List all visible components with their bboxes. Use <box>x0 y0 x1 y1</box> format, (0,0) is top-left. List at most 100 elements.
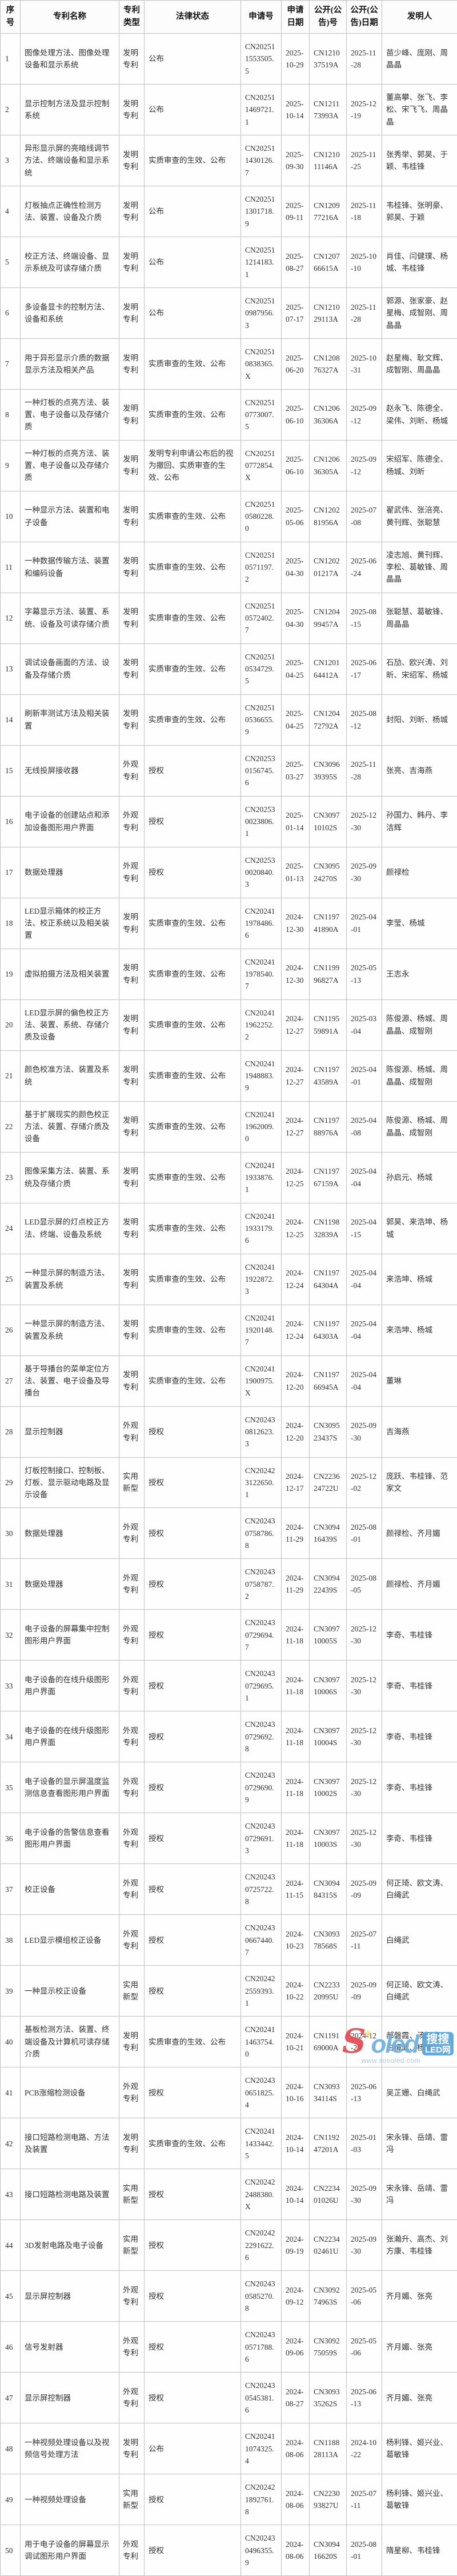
cell-app-no: CN202430667440.7 <box>241 1915 282 1966</box>
cell-name: 基板检测方法、装置、终端设备及计算机可读存储介质 <box>21 2017 119 2067</box>
cell-app-date: 2025-04-30 <box>282 542 310 593</box>
cell-app-no: CN202511301718.9 <box>241 186 282 237</box>
cell-inventors: 隋星柳、韦桂锋 <box>382 2525 457 2576</box>
cell-pub-date: 2025-04-04 <box>347 1254 382 1305</box>
cell-app-date: 2024-08-06 <box>282 2525 310 2576</box>
cell-pub-no: CN223320995U <box>310 1966 347 2017</box>
cell-status: 实质审查的生效、公布 <box>145 593 241 643</box>
cell-pub-date: 2025-08-01 <box>347 2525 382 2576</box>
cell-app-date: 2024-11-18 <box>282 1762 310 1813</box>
cell-type: 发明专利 <box>119 1101 145 1152</box>
cell-name: 基于导播台的菜单定位方法、装置、电子设备及导播台 <box>21 1355 119 1406</box>
cell-pub-no: CN119767159A <box>310 1152 347 1203</box>
cell-pub-date: 2025-07-11 <box>347 2474 382 2525</box>
cell-status: 授权 <box>145 1864 241 1915</box>
cell-pub-no: CN309710004S <box>310 1711 347 1762</box>
column-header-pub-date: 公开(公告)日期 <box>347 1 382 34</box>
cell-app-date: 2024-11-15 <box>282 1864 310 1915</box>
cell-pub-no: CN121037519A <box>310 33 347 84</box>
cell-app-no: CN202510534729.5 <box>241 643 282 694</box>
cell-status: 实质审查的生效、公布 <box>145 1305 241 1355</box>
cell-pub-date: 2025-12-02 <box>347 1457 382 1508</box>
cell-pub-date: 2025-09-12 <box>347 389 382 440</box>
cell-status: 授权 <box>145 1559 241 1610</box>
cell-app-no: CN202411433442.5 <box>241 2118 282 2169</box>
cell-type: 外观专利 <box>119 1508 145 1559</box>
cell-app-date: 2025-05-06 <box>282 491 310 542</box>
cell-pub-no: CN309710102S <box>310 796 347 847</box>
cell-app-date: 2024-12-24 <box>282 1305 310 1355</box>
cell-type: 发明专利 <box>119 694 145 745</box>
cell-inventors: 吴芷姗、白绳武 <box>382 2067 457 2118</box>
cell-pub-date: 2025-08-15 <box>347 593 382 643</box>
column-header-pub-no: 公开(公告)号 <box>310 1 347 34</box>
cell-no: 29 <box>1 1457 21 1508</box>
cell-status: 实质审查的生效、公布 <box>145 643 241 694</box>
cell-app-no: CN202411074325.4 <box>241 2423 282 2474</box>
cell-status: 实质审查的生效、公布 <box>145 949 241 999</box>
cell-inventors: 董高攀、张飞、李松、宋飞飞、周晶晶 <box>382 84 457 135</box>
cell-name: 一种视频处理设备 <box>21 2474 119 2525</box>
cell-app-date: 2025-04-25 <box>282 643 310 694</box>
cell-no: 38 <box>1 1915 21 1966</box>
cell-pub-no: CN120164412A <box>310 643 347 694</box>
cell-app-date: 2024-09-19 <box>282 2220 310 2271</box>
cell-app-no: CN202510571197.2 <box>241 542 282 593</box>
cell-type: 发明专利 <box>119 999 145 1050</box>
cell-app-date: 2025-08-27 <box>282 237 310 287</box>
cell-type: 实用新型 <box>119 2169 145 2220</box>
cell-no: 18 <box>1 898 21 949</box>
column-header-name: 专利名称 <box>21 1 119 34</box>
cell-status: 公布 <box>145 186 241 237</box>
cell-pub-no: CN309416439S <box>310 1508 347 1559</box>
cell-name: 显示控制器 <box>21 1406 119 1457</box>
cell-pub-no: CN121011146A <box>310 135 347 186</box>
cell-inventors: 陈俊源、杨城、周晶晶、成智刚 <box>382 1050 457 1101</box>
cell-status: 公布 <box>145 2423 241 2474</box>
cell-pub-date: 2025-06-17 <box>347 643 382 694</box>
cell-status: 实质审查的生效、公布 <box>145 491 241 542</box>
cell-app-no: CN202510580228.0 <box>241 491 282 542</box>
cell-name: 电子设备的在线升级图形用户界面 <box>21 1661 119 1711</box>
cell-name: 电子设备的显示屏温度监测信息查看图形用户界面 <box>21 1762 119 1813</box>
cell-inventors: 何正琦、欧文涛、白绳武 <box>382 1966 457 2017</box>
cell-no: 34 <box>1 1711 21 1762</box>
cell-pub-date: 2025-08-05 <box>347 1559 382 1610</box>
cell-status: 授权 <box>145 796 241 847</box>
cell-type: 外观专利 <box>119 2067 145 2118</box>
cell-app-no: CN202430729690.9 <box>241 1762 282 1813</box>
cell-app-date: 2024-11-29 <box>282 1508 310 1559</box>
cell-app-date: 2025-04-30 <box>282 593 310 643</box>
cell-pub-no: CN119766945A <box>310 1355 347 1406</box>
cell-name: 灯板控制接口、控制板、灯板、显示驱动电路及显示设备 <box>21 1457 119 1508</box>
cell-pub-date: 2025-04-04 <box>347 1305 382 1355</box>
cell-type: 发明专利 <box>119 186 145 237</box>
cell-no: 28 <box>1 1406 21 1457</box>
cell-status: 实质审查的生效、公布 <box>145 2017 241 2067</box>
cell-pub-no: CN119741890A <box>310 898 347 949</box>
cell-app-date: 2024-12-30 <box>282 898 310 949</box>
cell-pub-no: CN119788976A <box>310 1101 347 1152</box>
cell-type: 发明专利 <box>119 949 145 999</box>
cell-pub-date: 2025-09-30 <box>347 847 382 898</box>
cell-no: 30 <box>1 1508 21 1559</box>
cell-status: 授权 <box>145 2373 241 2423</box>
cell-pub-no: CN309275059S <box>310 2322 347 2373</box>
cell-pub-date: 2025-05-06 <box>347 2271 382 2322</box>
cell-status: 授权 <box>145 745 241 796</box>
cell-status: 授权 <box>145 1813 241 1864</box>
cell-type: 发明专利 <box>119 135 145 186</box>
cell-status: 授权 <box>145 1610 241 1661</box>
cell-pub-no: CN120472792A <box>310 694 347 745</box>
cell-name: 电子设备的在线升级图形用户界面 <box>21 1711 119 1762</box>
